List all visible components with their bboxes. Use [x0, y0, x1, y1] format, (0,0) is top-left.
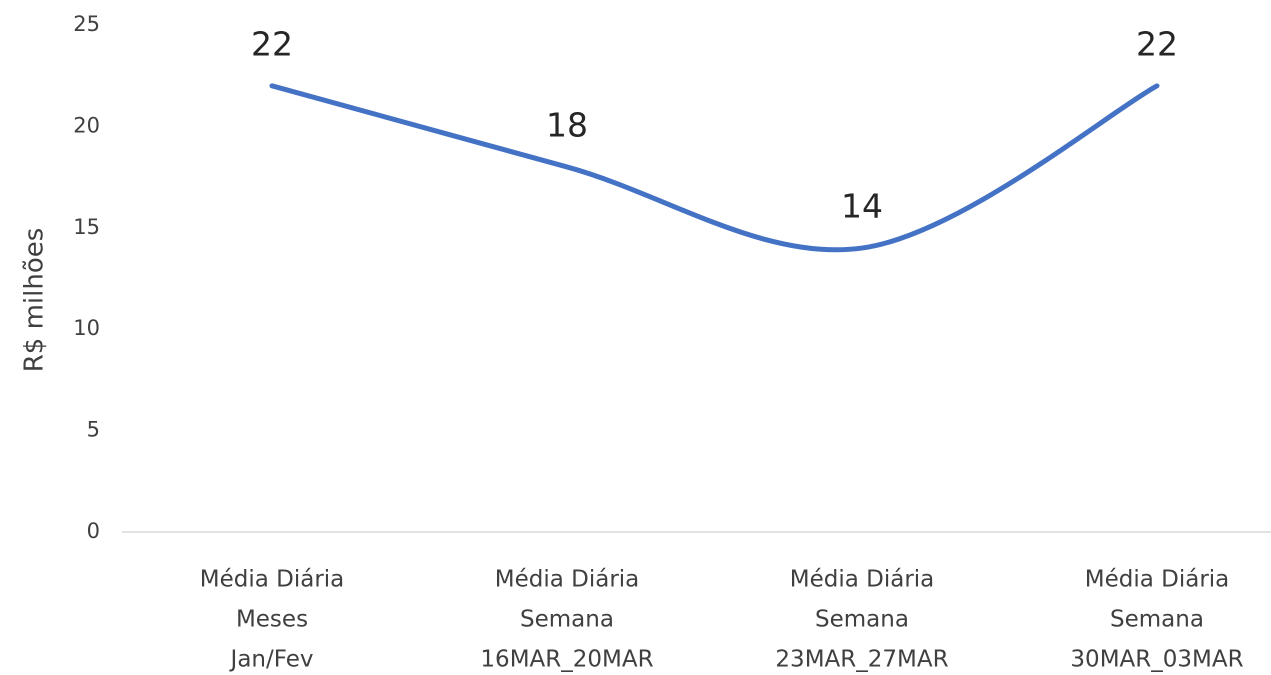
line [269, 83, 1160, 253]
x-tick-label: 16MAR_20MAR [480, 647, 653, 673]
x-tick-label: 30MAR_03MAR [1070, 647, 1243, 673]
x-tick-label: Jan/Fev [229, 647, 314, 673]
x-tick-label: Média Diária [1085, 567, 1230, 593]
x-tick-label: Semana [815, 607, 909, 633]
data-label: 22 [251, 24, 293, 63]
y-tick-label: 5 [87, 418, 100, 442]
y-axis-title: R$ milhões [20, 228, 50, 373]
y-tick-label: 20 [73, 113, 100, 137]
x-tick-label: 23MAR_27MAR [775, 647, 948, 673]
x-tick-label: Semana [1110, 607, 1204, 633]
x-tick-label: Média Diária [790, 567, 935, 593]
y-tick-label: 15 [73, 215, 100, 239]
data-label: 14 [841, 187, 883, 226]
x-tick-label: Média Diária [495, 567, 640, 593]
y-tick-label: 0 [87, 519, 100, 543]
y-tick-label: 10 [73, 316, 100, 340]
data-label: 18 [546, 105, 588, 144]
data-label: 22 [1136, 24, 1178, 63]
x-tick-label: Meses [236, 607, 308, 633]
x-tick-label: Semana [520, 607, 614, 633]
x-tick-label: Média Diária [200, 567, 345, 593]
y-tick-label: 25 [73, 12, 100, 36]
